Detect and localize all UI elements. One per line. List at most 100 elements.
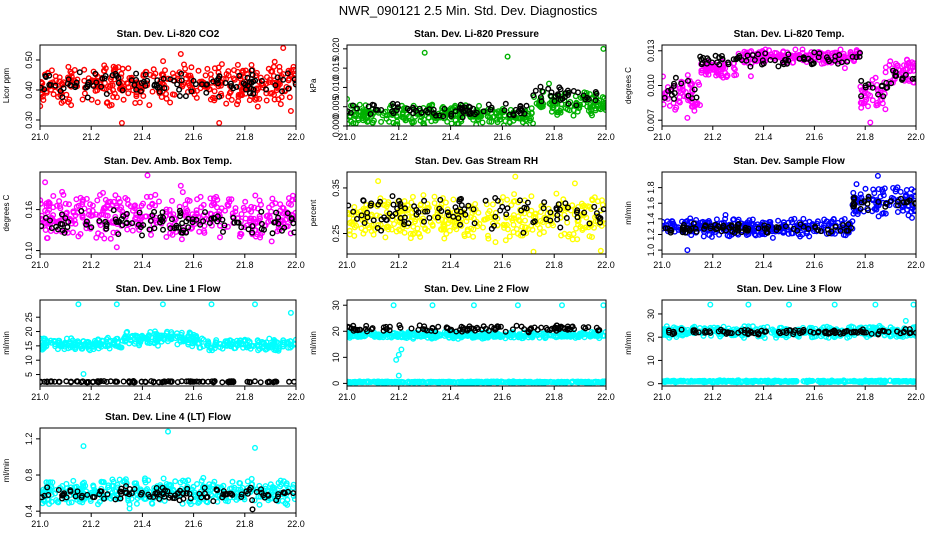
data-point: [249, 68, 254, 73]
data-point: [149, 233, 154, 238]
x-tick-label: 22.0: [287, 392, 305, 402]
x-tick-label: 21.8: [856, 132, 874, 142]
data-point: [236, 99, 241, 104]
data-point: [209, 72, 214, 77]
data-point: [771, 236, 776, 241]
chart-title: Stan. Dev. Line 1 Flow: [116, 284, 221, 295]
data-point: [851, 191, 856, 196]
chart-title: Stan. Dev. Gas Stream RH: [415, 156, 538, 167]
data-point: [882, 193, 887, 198]
data-point: [909, 209, 914, 214]
data-point: [94, 212, 99, 217]
data-point: [519, 324, 524, 329]
x-tick-label: 21.4: [442, 260, 460, 270]
data-point: [270, 196, 275, 201]
data-point: [97, 219, 102, 224]
data-point: [776, 218, 781, 223]
data-point: [364, 324, 369, 329]
data-point: [371, 218, 376, 223]
data-points: [38, 46, 298, 126]
data-point: [276, 97, 281, 102]
x-tick-label: 21.2: [82, 392, 100, 402]
data-point: [483, 199, 488, 204]
data-point-outlier: [76, 302, 81, 307]
x-tick-label: 21.4: [755, 132, 773, 142]
x-tick-label: 22.0: [597, 132, 615, 142]
data-point-outlier: [787, 302, 792, 307]
data-point: [133, 101, 138, 106]
data-point: [713, 54, 718, 59]
data-point: [253, 379, 258, 384]
data-point: [888, 59, 893, 64]
chart-title: Stan. Dev. Li-820 CO2: [117, 29, 220, 40]
data-point: [572, 108, 577, 113]
y-tick-label: 10: [331, 352, 341, 362]
data-point: [281, 206, 286, 211]
data-point: [884, 65, 889, 70]
data-point: [164, 92, 169, 97]
data-point-outlier: [376, 179, 381, 184]
data-point: [432, 201, 437, 206]
x-tick-label: 21.6: [806, 132, 824, 142]
data-point: [678, 100, 683, 105]
data-point: [873, 76, 878, 81]
x-tick-label: 21.0: [653, 260, 671, 270]
data-point: [250, 224, 255, 229]
data-point-outlier: [397, 352, 402, 357]
data-point-outlier: [394, 358, 399, 363]
data-point: [204, 91, 209, 96]
data-point: [531, 121, 536, 126]
data-point: [694, 95, 699, 100]
data-point: [125, 212, 130, 217]
data-point: [63, 201, 68, 206]
data-point: [751, 217, 756, 222]
data-point: [524, 104, 529, 109]
x-tick-label: 21.8: [545, 132, 563, 142]
data-point: [277, 65, 282, 70]
data-point: [177, 87, 182, 92]
data-point: [184, 94, 189, 99]
y-tick-label: 1.4: [646, 213, 656, 226]
data-point: [581, 102, 586, 107]
data-point: [575, 237, 580, 242]
data-point: [456, 337, 461, 342]
data-point: [480, 120, 485, 125]
x-tick-label: 21.8: [236, 392, 254, 402]
y-tick-label: 25: [24, 312, 34, 322]
data-point-outlier: [904, 319, 909, 324]
data-point: [763, 51, 768, 56]
data-point: [265, 75, 270, 80]
data-point-outlier: [120, 121, 125, 126]
y-tick-label: 15: [24, 341, 34, 351]
x-tick-label: 22.0: [287, 260, 305, 270]
x-tick-label: 21.6: [185, 260, 203, 270]
data-point: [807, 220, 812, 225]
data-point: [220, 217, 225, 222]
data-point: [905, 188, 910, 193]
data-point: [866, 194, 871, 199]
data-point: [493, 240, 498, 245]
x-tick-label: 21.4: [134, 260, 152, 270]
data-point: [51, 194, 56, 199]
y-tick-label: 1.8: [646, 181, 656, 194]
data-point: [375, 213, 380, 218]
data-point: [477, 222, 482, 227]
data-point: [143, 380, 148, 385]
y-axis-label: degrees C: [2, 194, 11, 231]
data-point: [184, 230, 189, 235]
data-point: [246, 208, 251, 213]
data-point: [253, 193, 258, 198]
data-point: [546, 223, 551, 228]
data-point-outlier: [145, 173, 150, 178]
data-point: [115, 340, 120, 345]
data-point: [592, 205, 597, 210]
data-point: [223, 81, 228, 86]
chart-title: Stan. Dev. Line 3 Flow: [737, 284, 842, 295]
data-point: [125, 330, 130, 335]
y-tick-label: 5: [24, 372, 34, 377]
